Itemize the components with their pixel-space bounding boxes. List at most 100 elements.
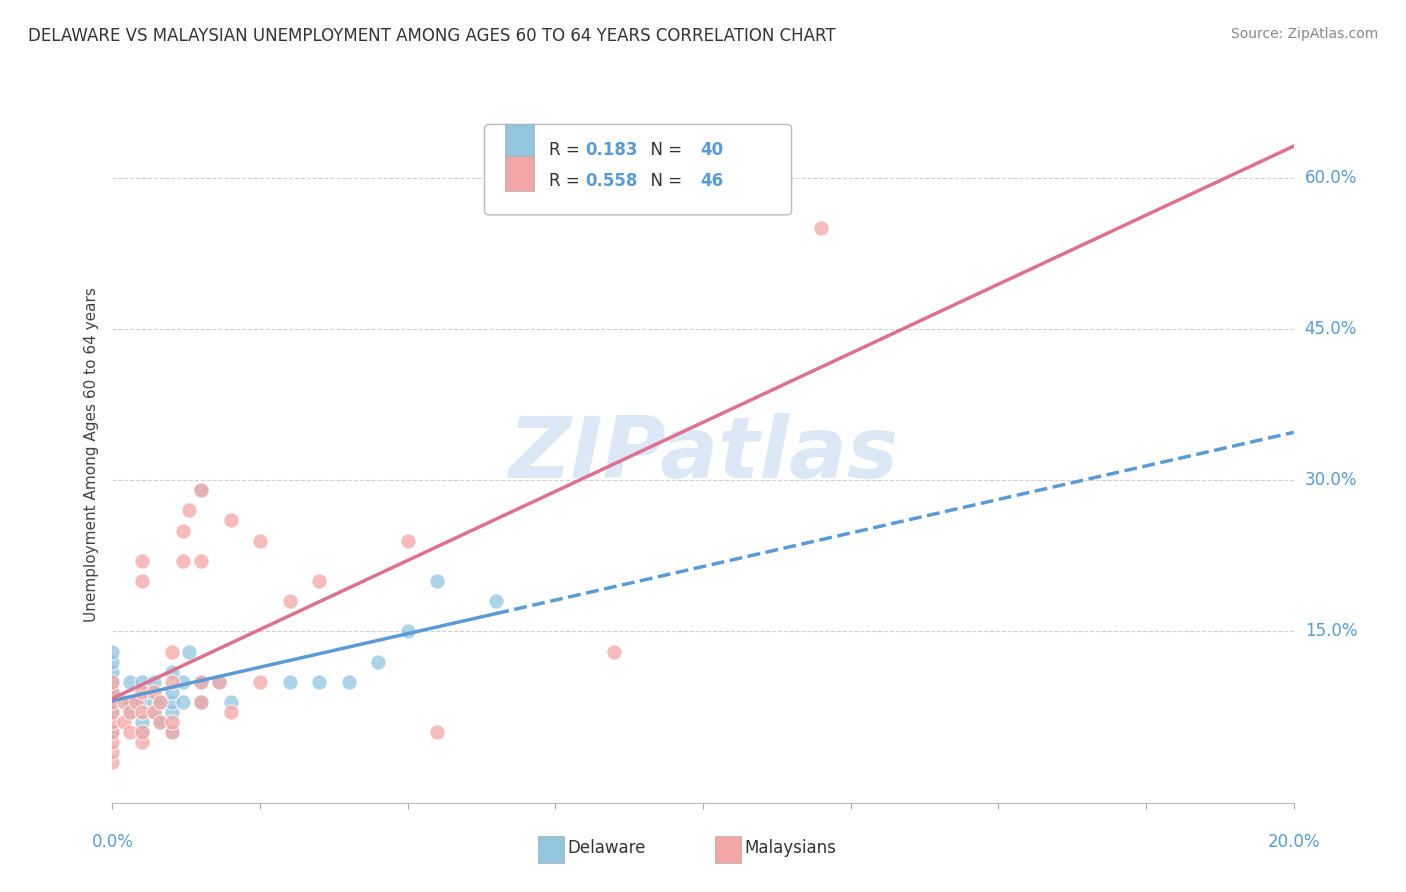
Point: [149, 695, 172, 709]
Point: [101, 685, 124, 699]
Point: [101, 725, 124, 739]
Bar: [714, 836, 741, 863]
Text: 40: 40: [700, 141, 724, 159]
Text: 30.0%: 30.0%: [1305, 471, 1357, 489]
Point: [101, 665, 124, 679]
Point: [172, 674, 194, 689]
Text: 0.0%: 0.0%: [91, 833, 134, 851]
Point: [308, 674, 330, 689]
Point: [337, 674, 360, 689]
Point: [190, 554, 212, 568]
Point: [131, 685, 153, 699]
Point: [112, 695, 135, 709]
Bar: [505, 156, 534, 191]
Point: [172, 524, 194, 538]
Point: [190, 483, 212, 498]
Point: [190, 695, 212, 709]
Point: [120, 705, 142, 719]
Point: [396, 624, 419, 639]
Point: [208, 674, 231, 689]
Point: [149, 715, 172, 730]
Point: [190, 674, 212, 689]
Point: [172, 554, 194, 568]
Point: [131, 674, 153, 689]
Point: [308, 574, 330, 588]
Point: [149, 695, 172, 709]
Point: [160, 644, 183, 658]
Point: [190, 483, 212, 498]
Text: 20.0%: 20.0%: [1267, 833, 1320, 851]
Point: [160, 725, 183, 739]
Point: [101, 705, 124, 719]
Text: 0.183: 0.183: [585, 141, 637, 159]
Point: [131, 715, 153, 730]
Text: N =: N =: [640, 172, 688, 191]
Bar: [537, 836, 564, 863]
Point: [131, 735, 153, 749]
Point: [426, 725, 449, 739]
Point: [120, 725, 142, 739]
Point: [120, 674, 142, 689]
Point: [160, 715, 183, 730]
Text: 60.0%: 60.0%: [1305, 169, 1357, 186]
Y-axis label: Unemployment Among Ages 60 to 64 years: Unemployment Among Ages 60 to 64 years: [83, 287, 98, 623]
Point: [179, 503, 201, 517]
Point: [160, 665, 183, 679]
FancyBboxPatch shape: [485, 124, 792, 215]
Point: [131, 725, 153, 739]
Point: [219, 695, 242, 709]
Point: [179, 644, 201, 658]
Point: [142, 695, 165, 709]
Point: [219, 513, 242, 527]
Point: [131, 574, 153, 588]
Point: [367, 655, 389, 669]
Point: [101, 685, 124, 699]
Point: [160, 725, 183, 739]
Point: [101, 655, 124, 669]
Text: Source: ZipAtlas.com: Source: ZipAtlas.com: [1230, 27, 1378, 41]
Point: [101, 695, 124, 709]
Point: [101, 745, 124, 759]
Point: [112, 715, 135, 730]
Point: [131, 695, 153, 709]
Text: 15.0%: 15.0%: [1305, 623, 1357, 640]
Point: [190, 695, 212, 709]
Text: ZIPatlas: ZIPatlas: [508, 413, 898, 497]
Point: [125, 695, 148, 709]
Point: [131, 554, 153, 568]
Point: [149, 715, 172, 730]
Point: [142, 705, 165, 719]
Point: [190, 674, 212, 689]
Text: R =: R =: [550, 141, 585, 159]
Text: Malaysians: Malaysians: [744, 839, 837, 857]
Point: [101, 695, 124, 709]
Point: [603, 644, 626, 658]
Text: DELAWARE VS MALAYSIAN UNEMPLOYMENT AMONG AGES 60 TO 64 YEARS CORRELATION CHART: DELAWARE VS MALAYSIAN UNEMPLOYMENT AMONG…: [28, 27, 835, 45]
Bar: [505, 124, 534, 159]
Point: [278, 594, 301, 608]
Point: [142, 685, 165, 699]
Point: [485, 594, 508, 608]
Text: N =: N =: [640, 141, 688, 159]
Point: [249, 674, 271, 689]
Point: [810, 221, 832, 235]
Point: [101, 674, 124, 689]
Point: [101, 715, 124, 730]
Point: [101, 644, 124, 658]
Text: 0.558: 0.558: [585, 172, 637, 191]
Point: [160, 674, 183, 689]
Point: [142, 705, 165, 719]
Point: [160, 695, 183, 709]
Text: 46: 46: [700, 172, 724, 191]
Point: [101, 674, 124, 689]
Point: [426, 574, 449, 588]
Point: [131, 725, 153, 739]
Text: R =: R =: [550, 172, 585, 191]
Point: [131, 705, 153, 719]
Point: [278, 674, 301, 689]
Point: [396, 533, 419, 548]
Point: [249, 533, 271, 548]
Point: [101, 725, 124, 739]
Point: [160, 685, 183, 699]
Point: [101, 756, 124, 770]
